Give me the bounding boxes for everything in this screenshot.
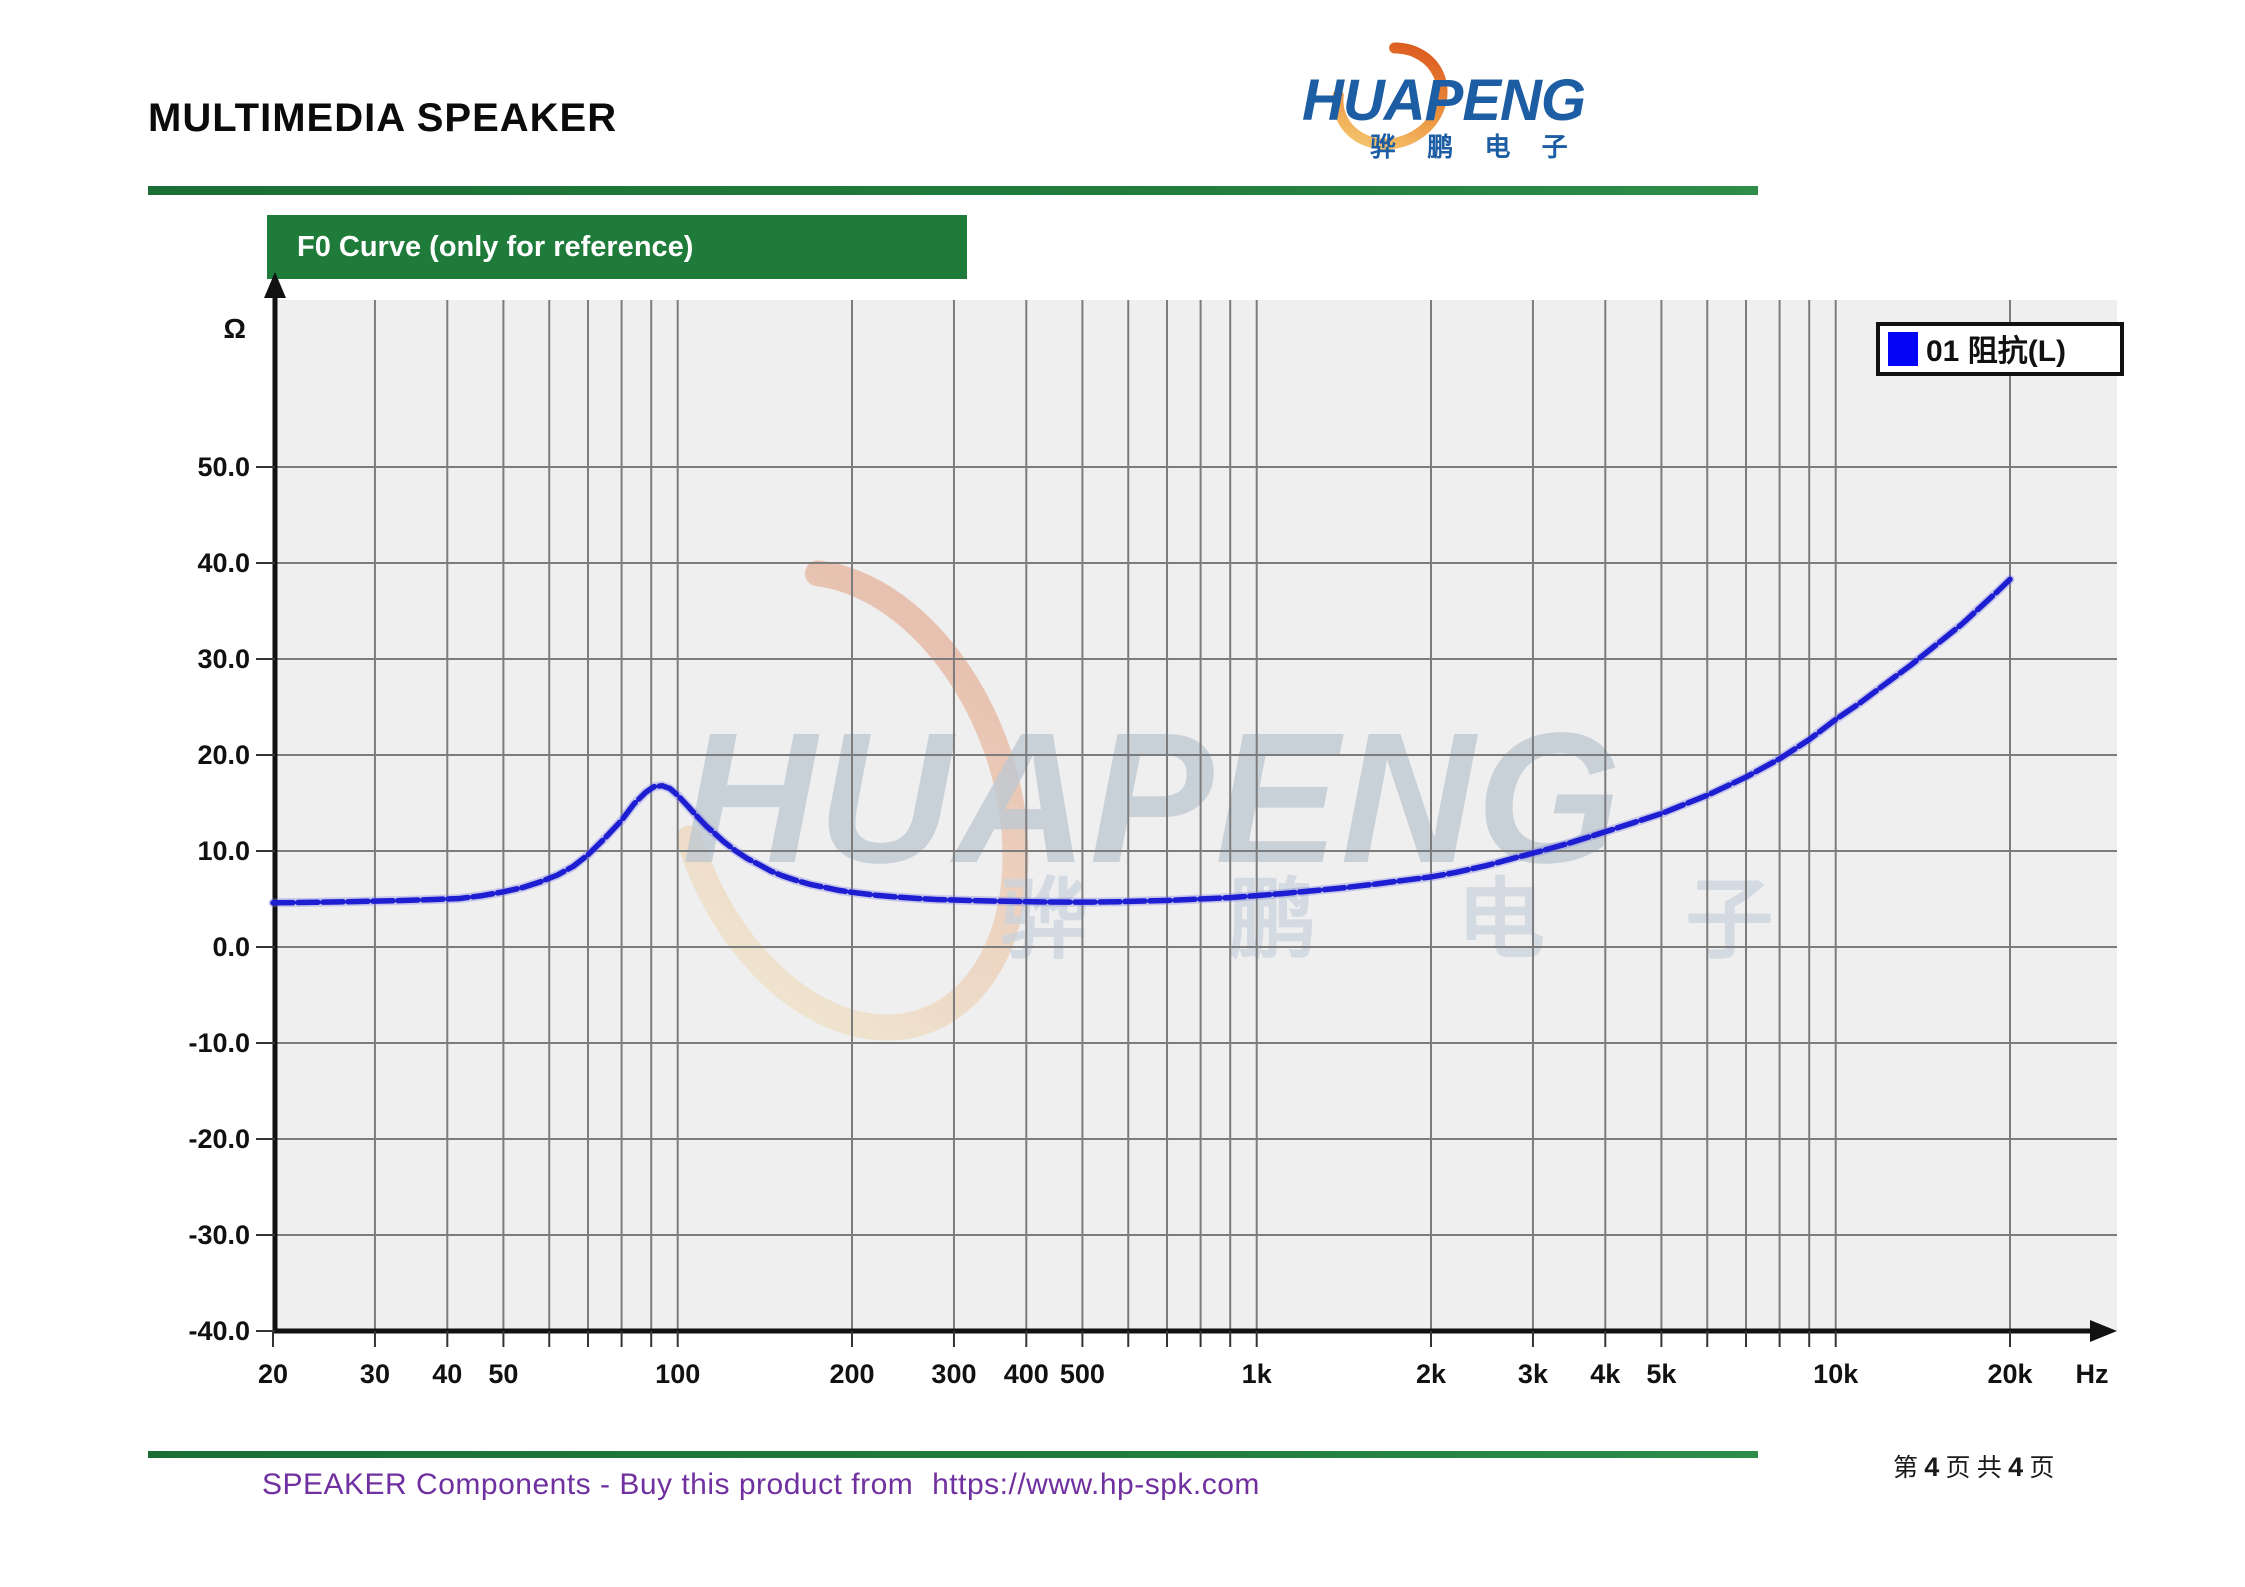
x-tick-label: 40 <box>432 1359 462 1389</box>
section-banner-label: F0 Curve (only for reference) <box>297 231 694 263</box>
page-info-prefix: 第 <box>1893 1455 1919 1482</box>
x-tick-label: 30 <box>360 1359 390 1389</box>
logo-text: HUAPENG <box>1302 68 1585 133</box>
x-tick-label: 300 <box>931 1359 976 1389</box>
x-tick-label: 5k <box>1646 1359 1677 1389</box>
x-tick-label: 1k <box>1242 1359 1273 1389</box>
y-tick-label: 30.0 <box>197 644 250 674</box>
y-axis-arrow-icon <box>264 272 286 298</box>
legend-box <box>1876 322 2124 376</box>
y-tick-label: -10.0 <box>188 1028 250 1058</box>
y-tick-label: 10.0 <box>197 836 250 866</box>
x-tick-label: 3k <box>1518 1359 1549 1389</box>
x-tick-label: 100 <box>655 1359 700 1389</box>
x-tick-label: 20 <box>258 1359 288 1389</box>
y-tick-label: -40.0 <box>188 1316 250 1346</box>
footer-note-url[interactable]: https://www.hp-spk.com <box>932 1468 1260 1501</box>
x-tick-label: 10k <box>1813 1359 1859 1389</box>
footer-note: SPEAKER Components - Buy this product fr… <box>262 1468 1260 1502</box>
footer-note-text: SPEAKER Components - Buy this product fr… <box>262 1468 914 1501</box>
huapeng-logo: HUAPENG 骅 鹏 电 子 <box>1302 42 1586 162</box>
y-tick-label: 0.0 <box>212 932 250 962</box>
y-tick-label: -30.0 <box>188 1220 250 1250</box>
y-tick-label: -20.0 <box>188 1124 250 1154</box>
impedance-curve <box>270 576 2013 906</box>
x-tick-label: 50 <box>488 1359 518 1389</box>
y-axis-unit-label: Ω <box>224 313 246 344</box>
legend-label: 01 阻抗(L) <box>1926 334 2066 368</box>
page-info-current: 4 <box>1924 1452 1940 1482</box>
y-tick-label: 20.0 <box>197 740 250 770</box>
x-tick-label: 4k <box>1590 1359 1621 1389</box>
x-tick-label: 20k <box>1987 1359 2033 1389</box>
section-banner: F0 Curve (only for reference) <box>267 215 967 279</box>
page-title: MULTIMEDIA SPEAKER <box>148 96 618 140</box>
watermark-text: HUAPENG <box>682 695 1617 902</box>
y-tick-label: 50.0 <box>197 452 250 482</box>
legend-swatch <box>1888 332 1918 366</box>
footer-divider <box>148 1451 1758 1458</box>
axis-labels: 50.0 40.0 30.0 20.0 10.0 0.0 -10.0 -20.0 -30.0 -4… <box>188 313 2108 1389</box>
x-axis-arrow-icon <box>2090 1320 2117 1342</box>
x-axis-unit-label: Hz <box>2076 1359 2109 1389</box>
page-info-mid: 页 共 <box>1945 1455 2002 1482</box>
page-info-total: 4 <box>2008 1452 2024 1482</box>
x-tick-label: 200 <box>829 1359 874 1389</box>
watermark-ring-icon <box>661 559 1029 1041</box>
y-tick-label: 40.0 <box>197 548 250 578</box>
x-tick-label: 500 <box>1060 1359 1105 1389</box>
logo-ring-icon <box>1332 42 1448 150</box>
header-divider <box>148 186 1758 195</box>
axes <box>264 272 2117 1342</box>
page-number: 第 4 页 共 4 页 <box>1893 1448 2054 1484</box>
legend: 01 阻抗(L) <box>1876 322 2124 376</box>
page-info-suffix: 页 <box>2029 1455 2055 1482</box>
x-tick-label: 2k <box>1416 1359 1447 1389</box>
logo-subtext: 骅 鹏 电 子 <box>1370 132 1580 162</box>
x-tick-label: 400 <box>1004 1359 1049 1389</box>
